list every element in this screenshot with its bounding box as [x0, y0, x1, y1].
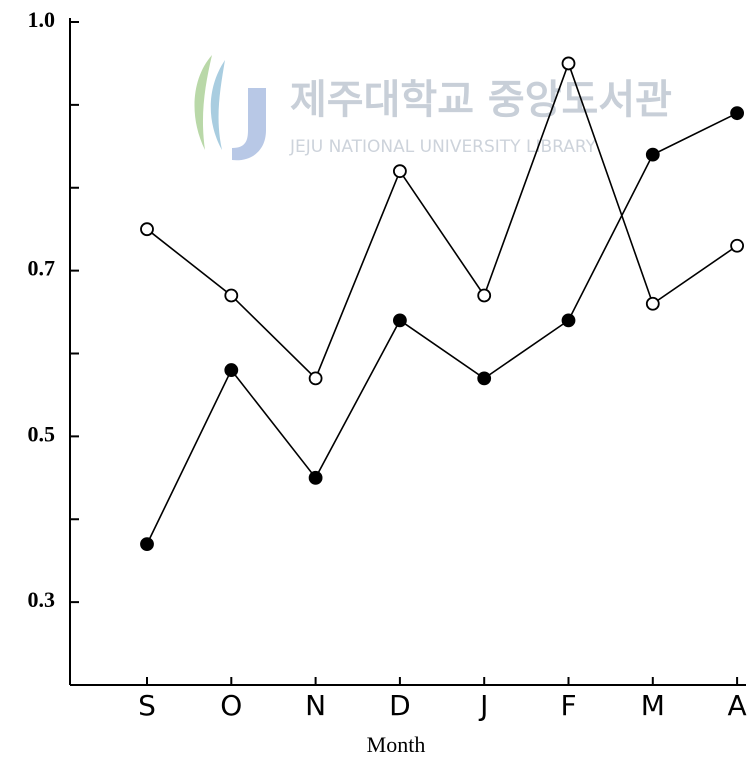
data-point [477, 288, 492, 303]
series-line [146, 112, 738, 545]
data-point [224, 363, 239, 377]
x-axis-label: Month [367, 732, 426, 757]
series-line [146, 61, 738, 380]
data-point [645, 296, 660, 311]
y-tick-label: 1.0 [28, 7, 56, 32]
y-tick-label: 0.7 [28, 256, 56, 281]
data-point [392, 313, 407, 328]
data-point [477, 371, 492, 386]
watermark-subtitle: JEJU NATIONAL UNIVERSITY LIBRARY [289, 137, 597, 157]
data-point [730, 238, 744, 253]
watermark-title: 제주대학교 중앙도서관 [290, 77, 672, 123]
x-tick-label: S [138, 689, 156, 722]
x-tick-label: O [220, 689, 242, 722]
data-point [308, 470, 323, 485]
x-tick-label: A [728, 689, 747, 722]
watermark-logo [194, 55, 266, 161]
x-tick-label: N [305, 689, 326, 722]
data-point [645, 147, 660, 162]
data-point [140, 222, 154, 237]
data-point [140, 537, 154, 552]
data-point [224, 288, 239, 303]
data-point [392, 164, 407, 179]
x-tick-label: F [560, 689, 576, 722]
data-point [561, 56, 576, 71]
y-tick-label: 0.3 [28, 587, 56, 612]
x-tick-label: M [641, 689, 665, 722]
x-tick-label: D [389, 689, 411, 722]
x-tick-label: J [478, 689, 488, 722]
y-tick-label: 0.5 [28, 421, 56, 446]
data-point [730, 106, 744, 121]
data-point [561, 313, 576, 328]
data-point [308, 371, 323, 386]
